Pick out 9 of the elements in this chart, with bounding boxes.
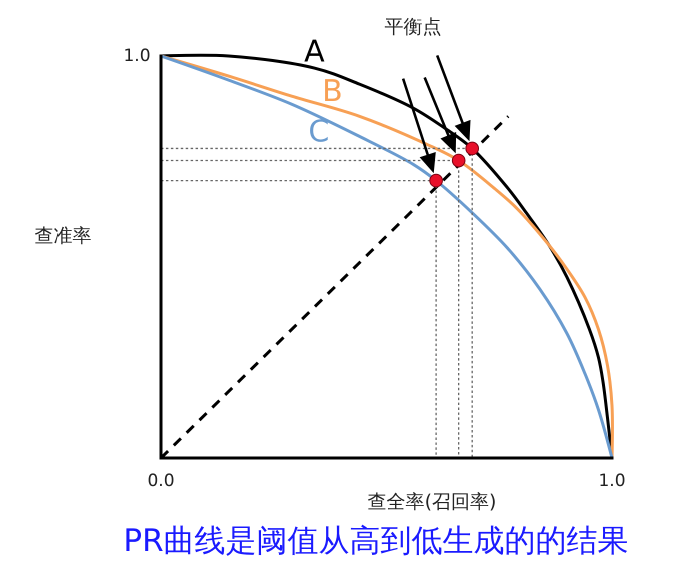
x-tick-label: 0.0 — [147, 471, 175, 491]
series-label: A — [304, 34, 326, 70]
x-axis-title: 查全率(召回率) — [368, 491, 496, 513]
series-label: C — [308, 114, 330, 150]
text: PR曲线是阈值从高到低生成的的结果 — [123, 523, 629, 559]
text: 平衡点 — [384, 16, 442, 38]
y-axis-title: 查准率 — [34, 225, 92, 247]
series-label: B — [322, 74, 343, 109]
text: 1.0 — [123, 46, 151, 66]
